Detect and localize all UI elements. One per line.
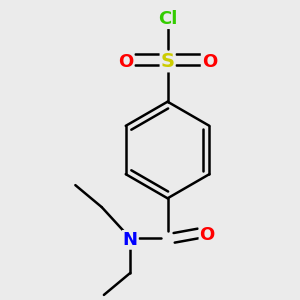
Text: S: S [160,52,175,71]
Text: O: O [200,226,215,244]
Text: O: O [202,53,217,71]
Text: O: O [118,53,134,71]
Text: N: N [123,231,138,249]
Text: Cl: Cl [158,10,177,28]
